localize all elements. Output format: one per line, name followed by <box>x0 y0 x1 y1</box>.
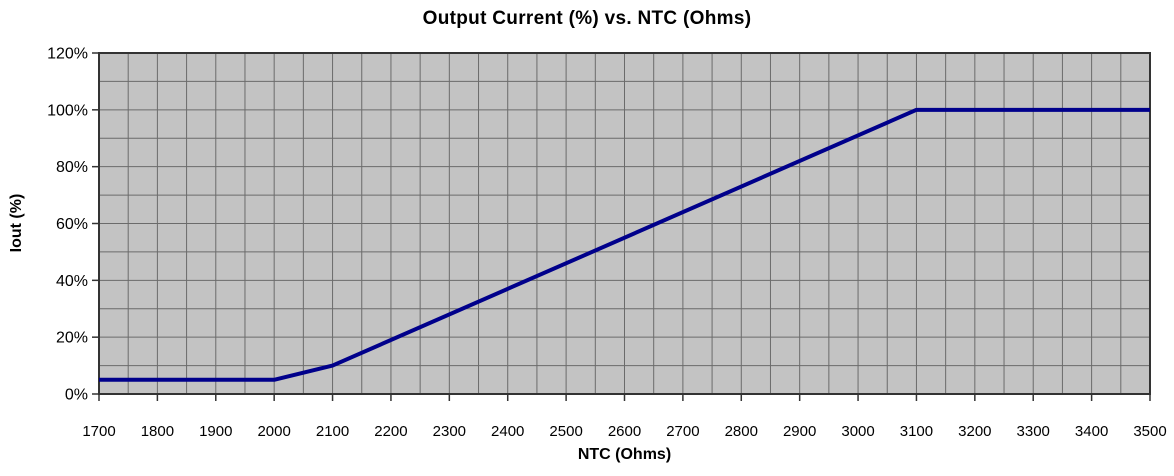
x-tick-label: 3300 <box>1017 423 1050 440</box>
y-tick-label: 80% <box>56 159 88 176</box>
x-tick-label: 2100 <box>316 423 349 440</box>
y-tick-label: 60% <box>56 216 88 233</box>
x-tick-label: 3100 <box>900 423 933 440</box>
x-tick-label: 1900 <box>199 423 232 440</box>
x-tick-label: 2300 <box>433 423 466 440</box>
x-tick-label: 2500 <box>549 423 582 440</box>
y-tick-label: 100% <box>47 102 88 119</box>
x-tick-label: 2600 <box>608 423 641 440</box>
y-tick-label: 20% <box>56 330 88 347</box>
x-tick-label: 2200 <box>374 423 407 440</box>
y-tick-label: 40% <box>56 273 88 290</box>
x-tick-label: 3500 <box>1133 423 1166 440</box>
x-tick-label: 2900 <box>783 423 816 440</box>
data-series-line <box>99 107 1150 382</box>
x-tick-label: 3000 <box>841 423 874 440</box>
x-tick-label: 2700 <box>666 423 699 440</box>
chart-title: Output Current (%) vs. NTC (Ohms) <box>422 8 752 29</box>
x-tick-label: 3400 <box>1075 423 1108 440</box>
x-tick-label: 2000 <box>257 423 290 440</box>
y-tick-label: 0% <box>65 387 88 404</box>
y-tick-label: 120% <box>47 46 88 63</box>
x-tick-label: 1800 <box>141 423 174 440</box>
x-axis-title: NTC (Ohms) <box>577 446 672 463</box>
x-tick-label: 1700 <box>82 423 115 440</box>
x-tick-label: 2400 <box>491 423 524 440</box>
x-tick-label: 2800 <box>725 423 758 440</box>
x-tick-label: 3200 <box>958 423 991 440</box>
